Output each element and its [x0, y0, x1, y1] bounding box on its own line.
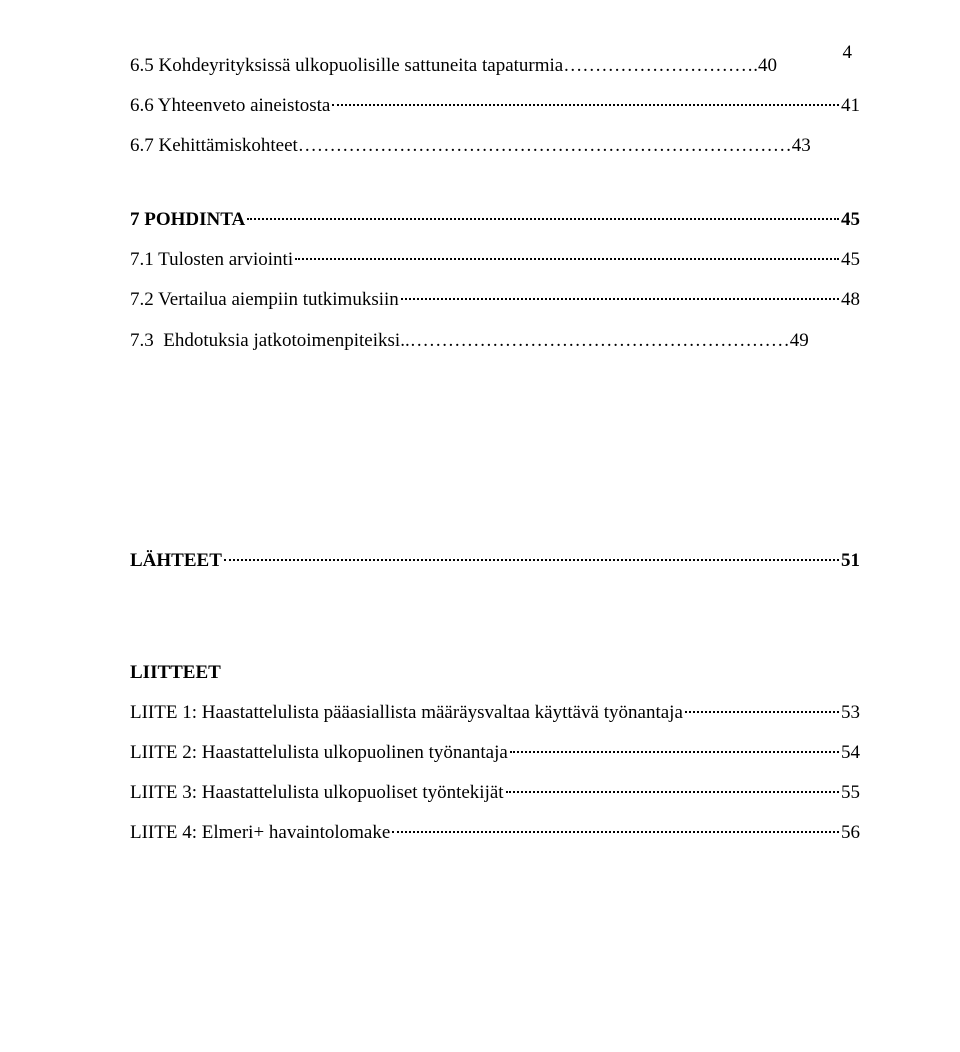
toc-page: 45: [841, 202, 860, 238]
toc-line: LIITE 1: Haastattelulista pääasiallista …: [130, 695, 860, 731]
toc-line: LIITE 4: Elmeri+ havaintolomake 56: [130, 815, 860, 851]
toc-line: LIITTEET: [130, 655, 860, 691]
dot-leader: [224, 559, 839, 561]
toc-line: LIITE 2: Haastattelulista ulkopuolinen t…: [130, 735, 860, 771]
toc-page: 41: [841, 88, 860, 124]
toc-label: 7.2 Vertailua aiempiin tutkimuksiin: [130, 282, 399, 318]
toc-block-2: 7 POHDINTA 45 7.1 Tulosten arviointi 45 7.2 …: [130, 202, 860, 358]
toc-line: 7.2 Vertailua aiempiin tutkimuksiin 48: [130, 282, 860, 318]
toc-line: LIITE 3: Haastattelulista ulkopuoliset t…: [130, 775, 860, 811]
toc-line: LÄHTEET 51: [130, 543, 860, 579]
toc-line: 7 POHDINTA 45: [130, 202, 860, 238]
dot-leader: [332, 104, 839, 106]
toc-label: 7.3 Ehdotuksia jatkotoimenpiteiksi..……………: [130, 323, 809, 359]
toc-page: 45: [841, 242, 860, 278]
toc-label: LIITE 4: Elmeri+ havaintolomake: [130, 815, 390, 851]
toc-label: LIITE 2: Haastattelulista ulkopuolinen t…: [130, 735, 508, 771]
dot-leader: [506, 791, 839, 793]
toc-label: LÄHTEET: [130, 543, 222, 579]
page-number: 4: [843, 42, 853, 64]
toc-line: 6.6 Yhteenveto aineistosta 41: [130, 88, 860, 124]
toc-block-3: LÄHTEET 51: [130, 543, 860, 579]
toc-label: LIITTEET: [130, 655, 221, 691]
toc-page: 51: [841, 543, 860, 579]
toc-label: 6.7 Kehittämiskohteet……………………………………………………: [130, 128, 811, 164]
dot-leader: [392, 831, 839, 833]
dot-leader: [401, 298, 839, 300]
toc-label: 6.5 Kohdeyrityksissä ulkopuolisille satt…: [130, 48, 777, 84]
dot-leader: [510, 751, 839, 753]
toc-block-4: LIITTEET LIITE 1: Haastattelulista pääasi…: [130, 655, 860, 851]
toc-page: 54: [841, 735, 860, 771]
toc-page: 56: [841, 815, 860, 851]
toc-line: 6.5 Kohdeyrityksissä ulkopuolisille satt…: [130, 48, 860, 84]
dot-leader: [295, 258, 839, 260]
toc-page: 48: [841, 282, 860, 318]
toc-label: 6.6 Yhteenveto aineistosta: [130, 88, 330, 124]
toc-label: LIITE 1: Haastattelulista pääasiallista …: [130, 695, 683, 731]
toc-label: 7 POHDINTA: [130, 202, 245, 238]
toc-line: 6.7 Kehittämiskohteet……………………………………………………: [130, 128, 860, 164]
toc-block-1: 6.5 Kohdeyrityksissä ulkopuolisille satt…: [130, 48, 860, 164]
dot-leader: [685, 711, 839, 713]
toc-label: LIITE 3: Haastattelulista ulkopuoliset t…: [130, 775, 504, 811]
toc-page: 55: [841, 775, 860, 811]
toc-line: 7.3 Ehdotuksia jatkotoimenpiteiksi..……………: [130, 323, 860, 359]
toc-label: 7.1 Tulosten arviointi: [130, 242, 293, 278]
toc-line: 7.1 Tulosten arviointi 45: [130, 242, 860, 278]
toc-page: 53: [841, 695, 860, 731]
dot-leader: [247, 218, 839, 220]
